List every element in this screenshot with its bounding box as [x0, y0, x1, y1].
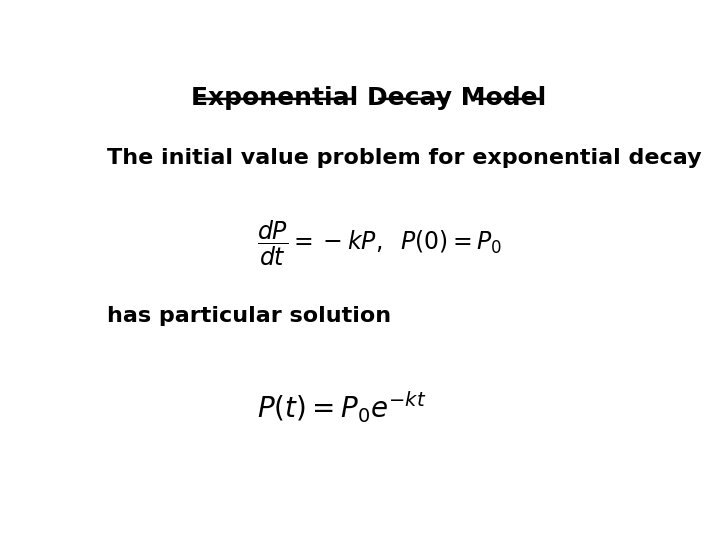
Text: The initial value problem for exponential decay: The initial value problem for exponentia…	[107, 148, 701, 168]
Text: Exponential Decay Model: Exponential Decay Model	[192, 85, 546, 110]
Text: $P(t) = P_0 e^{-kt}$: $P(t) = P_0 e^{-kt}$	[258, 389, 427, 424]
Text: has particular solution: has particular solution	[107, 306, 391, 326]
Text: $\dfrac{dP}{dt} = -kP, \;\; P(0) = P_0$: $\dfrac{dP}{dt} = -kP, \;\; P(0) = P_0$	[258, 219, 503, 268]
